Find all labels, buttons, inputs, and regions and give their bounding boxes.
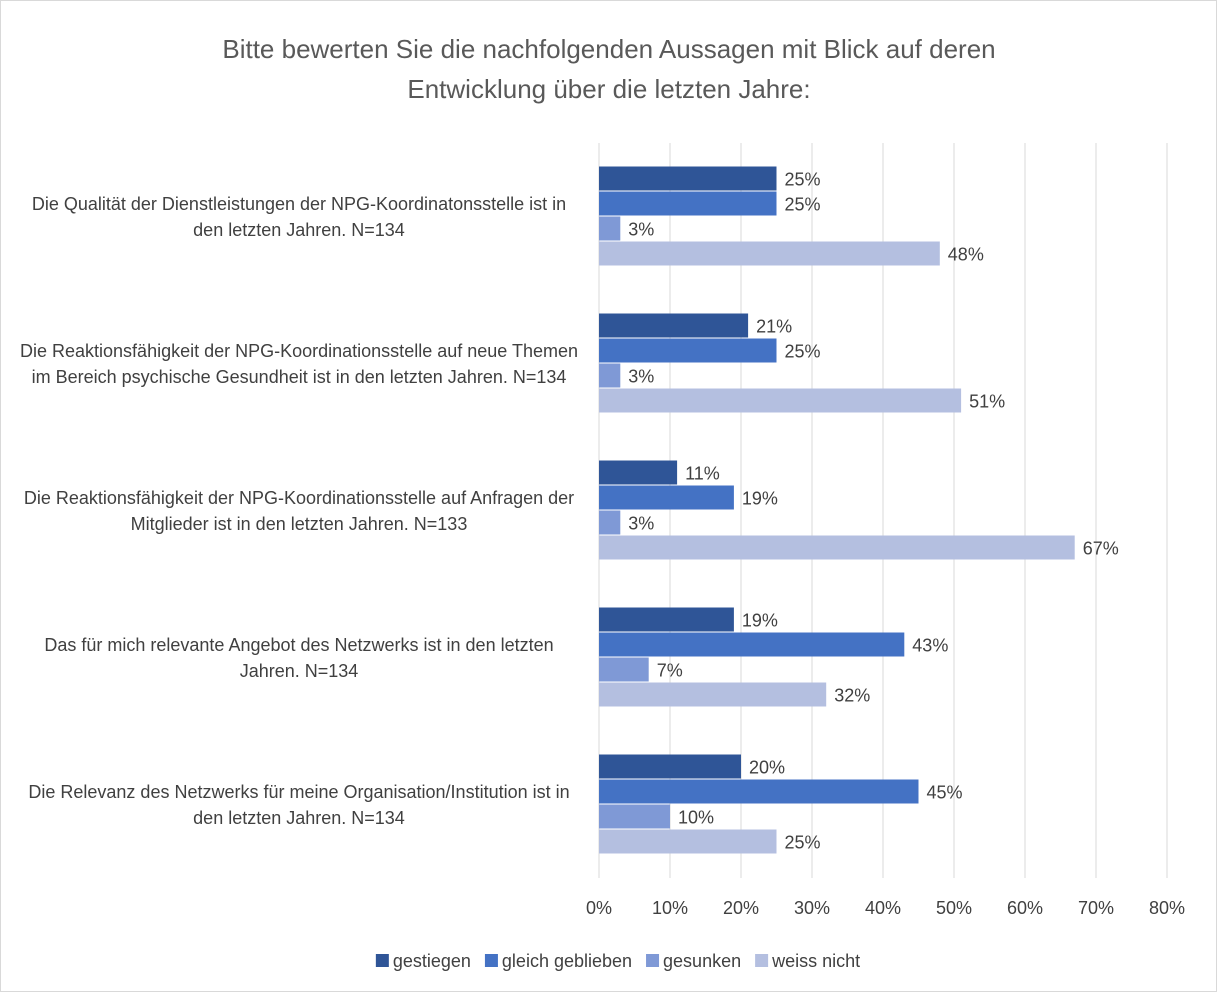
- value-label: 3%: [628, 366, 654, 386]
- x-tick-label: 30%: [794, 898, 830, 918]
- legend-label: weiss nicht: [771, 951, 860, 971]
- value-label: 48%: [948, 244, 984, 264]
- bar: [599, 485, 734, 510]
- value-label: 19%: [742, 488, 778, 508]
- bar: [599, 166, 777, 191]
- legend-swatch: [646, 954, 660, 967]
- bar: [599, 338, 777, 363]
- bar: [599, 754, 741, 779]
- bar: [599, 535, 1075, 560]
- value-label: 25%: [785, 194, 821, 214]
- value-label: 21%: [756, 316, 792, 336]
- bar: [599, 632, 905, 657]
- chart-title: Bitte bewerten Sie die nachfolgenden Aus…: [222, 34, 996, 104]
- category-label: Die Qualität der Dienstleistungen der NP…: [31, 193, 567, 240]
- legend-label: gestiegen: [393, 951, 471, 971]
- x-tick-label: 50%: [936, 898, 972, 918]
- bar: [599, 682, 827, 707]
- bar: [599, 607, 734, 632]
- value-label: 51%: [969, 391, 1005, 411]
- value-label: 25%: [785, 169, 821, 189]
- bar: [599, 363, 621, 388]
- x-tick-label: 60%: [1007, 898, 1043, 918]
- value-label: 45%: [927, 782, 963, 802]
- value-label: 25%: [785, 832, 821, 852]
- x-tick-label: 70%: [1078, 898, 1114, 918]
- x-tick-label: 0%: [586, 898, 612, 918]
- bar: [599, 510, 621, 535]
- value-label: 19%: [742, 610, 778, 630]
- bar: [599, 241, 940, 266]
- value-label: 20%: [749, 757, 785, 777]
- value-label: 67%: [1083, 538, 1119, 558]
- legend-swatch: [484, 954, 498, 967]
- bar: [599, 804, 670, 829]
- value-label: 3%: [628, 219, 654, 239]
- legend-label: gleich geblieben: [502, 951, 632, 971]
- x-tick-label: 40%: [865, 898, 901, 918]
- value-label: 32%: [834, 685, 870, 705]
- x-tick-label: 80%: [1149, 898, 1185, 918]
- category-label: Die Relevanz des Netzwerks für meine Org…: [28, 781, 570, 828]
- category-label: Die Reaktionsfähigkeit der NPG-Koordinat…: [20, 340, 578, 387]
- legend-swatch: [375, 954, 389, 967]
- bar: [599, 779, 919, 804]
- bar: [599, 829, 777, 854]
- value-label: 10%: [678, 807, 714, 827]
- value-label: 11%: [685, 463, 720, 483]
- legend-label: gesunken: [663, 951, 741, 971]
- bar: [599, 460, 678, 485]
- x-tick-label: 20%: [723, 898, 759, 918]
- category-label: Das für mich relevante Angebot des Netzw…: [44, 634, 554, 681]
- bar: [599, 657, 649, 682]
- x-tick-label: 10%: [652, 898, 688, 918]
- category-label: Die Reaktionsfähigkeit der NPG-Koordinat…: [23, 487, 575, 534]
- value-label: 43%: [912, 635, 948, 655]
- value-label: 25%: [785, 341, 821, 361]
- bar: [599, 191, 777, 216]
- bar: [599, 313, 749, 338]
- bar: [599, 388, 962, 413]
- value-label: 3%: [628, 513, 654, 533]
- value-label: 7%: [657, 660, 683, 680]
- bar: [599, 216, 621, 241]
- legend-swatch: [755, 954, 769, 967]
